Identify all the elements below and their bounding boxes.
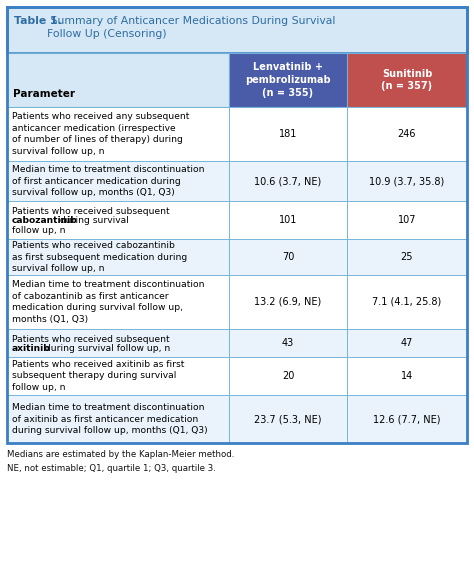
Text: 70: 70: [282, 252, 294, 262]
Bar: [347, 275, 467, 329]
Text: Summary of Anticancer Medications During Survival
Follow Up (Censoring): Summary of Anticancer Medications During…: [47, 16, 336, 39]
Text: Patients who received cabozantinib
as first subsequent medication during
surviva: Patients who received cabozantinib as fi…: [12, 241, 187, 273]
Bar: [7, 201, 229, 239]
Bar: [347, 201, 467, 239]
Bar: [347, 53, 467, 107]
Text: Patients who received axitinib as first
subsequent therapy during survival
follo: Patients who received axitinib as first …: [12, 360, 184, 392]
Bar: [229, 357, 347, 395]
Bar: [347, 239, 467, 275]
Bar: [229, 107, 347, 161]
Bar: [347, 395, 467, 443]
Text: Table 1.: Table 1.: [14, 16, 62, 26]
Text: follow up, n: follow up, n: [12, 226, 65, 235]
Text: axitinib: axitinib: [12, 344, 51, 353]
Bar: [229, 329, 347, 357]
Bar: [229, 239, 347, 275]
Bar: [229, 161, 347, 201]
Text: Median time to treatment discontinuation
of cabozantinib as first anticancer
med: Median time to treatment discontinuation…: [12, 280, 204, 324]
Bar: [347, 107, 467, 161]
Text: during survival follow up, n: during survival follow up, n: [42, 344, 170, 353]
Bar: [7, 7, 467, 53]
Text: during survival: during survival: [57, 216, 128, 225]
Text: Median time to treatment discontinuation
of axitinib as first anticancer medicat: Median time to treatment discontinuation…: [12, 403, 208, 435]
Text: 101: 101: [279, 215, 297, 225]
Bar: [7, 7, 467, 443]
Text: Median time to treatment discontinuation
of first anticancer medication during
s: Median time to treatment discontinuation…: [12, 165, 204, 197]
Bar: [229, 275, 347, 329]
Bar: [7, 395, 229, 443]
Bar: [7, 161, 229, 201]
Text: Patients who received any subsequent
anticancer medication (irrespective
of numb: Patients who received any subsequent ant…: [12, 112, 190, 156]
Text: 181: 181: [279, 129, 297, 139]
Text: 13.2 (6.9, NE): 13.2 (6.9, NE): [255, 297, 322, 307]
Text: 12.6 (7.7, NE): 12.6 (7.7, NE): [373, 414, 441, 424]
Text: 246: 246: [398, 129, 416, 139]
Text: 20: 20: [282, 371, 294, 381]
Text: Medians are estimated by the Kaplan-Meier method.: Medians are estimated by the Kaplan-Meie…: [7, 450, 234, 459]
Text: Parameter: Parameter: [13, 89, 75, 99]
Text: Sunitinib
(n = 357): Sunitinib (n = 357): [382, 69, 433, 91]
Text: 47: 47: [401, 338, 413, 348]
Bar: [7, 357, 229, 395]
Text: 10.9 (3.7, 35.8): 10.9 (3.7, 35.8): [369, 176, 445, 186]
Bar: [7, 275, 229, 329]
Text: 107: 107: [398, 215, 416, 225]
Bar: [7, 239, 229, 275]
Text: Patients who received subsequent: Patients who received subsequent: [12, 335, 170, 344]
Text: NE, not estimable; Q1, quartile 1; Q3, quartile 3.: NE, not estimable; Q1, quartile 1; Q3, q…: [7, 464, 216, 473]
Text: Patients who received subsequent: Patients who received subsequent: [12, 207, 170, 216]
Bar: [347, 329, 467, 357]
Bar: [7, 329, 229, 357]
Text: 23.7 (5.3, NE): 23.7 (5.3, NE): [254, 414, 322, 424]
Bar: [229, 201, 347, 239]
Text: 14: 14: [401, 371, 413, 381]
Bar: [229, 53, 347, 107]
Bar: [229, 395, 347, 443]
Text: cabozantinib: cabozantinib: [12, 216, 78, 225]
Bar: [347, 357, 467, 395]
Text: 25: 25: [401, 252, 413, 262]
Bar: [7, 107, 229, 161]
Text: Lenvatinib +
pembrolizumab
(n = 355): Lenvatinib + pembrolizumab (n = 355): [245, 62, 331, 98]
Text: 43: 43: [282, 338, 294, 348]
Bar: [7, 53, 229, 107]
Bar: [347, 161, 467, 201]
Text: 10.6 (3.7, NE): 10.6 (3.7, NE): [255, 176, 322, 186]
Text: 7.1 (4.1, 25.8): 7.1 (4.1, 25.8): [373, 297, 442, 307]
